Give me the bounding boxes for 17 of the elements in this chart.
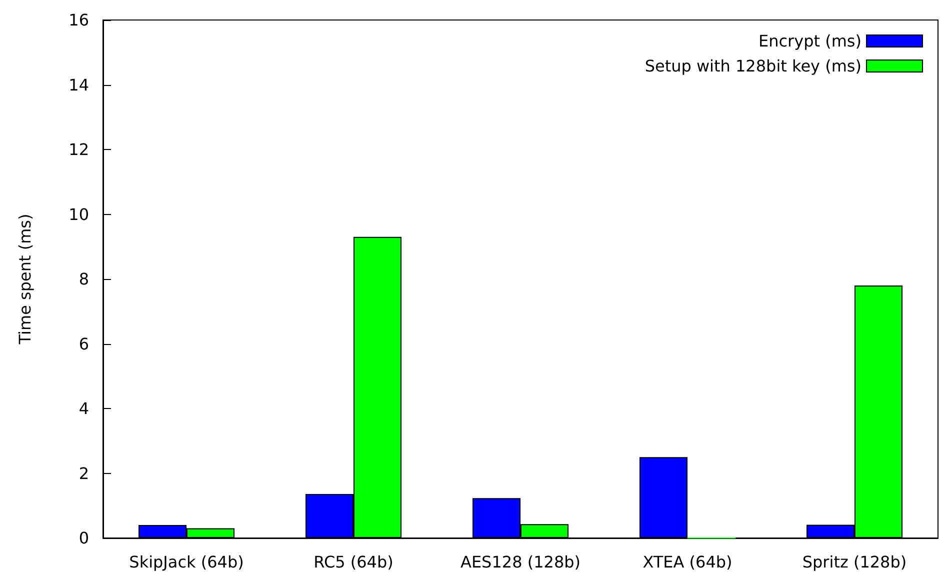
- y-axis-title: Time spent (ms): [16, 214, 34, 346]
- legend-label: Encrypt (ms): [758, 32, 862, 50]
- y-tick-label: 10: [68, 204, 89, 224]
- x-tick-label: XTEA (64b): [642, 552, 732, 572]
- y-tick-label: 2: [78, 464, 89, 483]
- x-tick-label: AES128 (128b): [460, 552, 581, 572]
- y-tick-label: 6: [78, 334, 89, 354]
- y-tick-label: 14: [68, 75, 89, 94]
- legend-label: Setup with 128bit key (ms): [644, 56, 862, 76]
- y-tick-label: 12: [68, 140, 89, 159]
- x-tick-label: Spritz (128b): [802, 552, 907, 572]
- y-tick-label: 16: [68, 10, 89, 30]
- x-tick-label: RC5 (64b): [314, 552, 394, 572]
- y-tick-label: 4: [78, 399, 89, 418]
- x-tick-label: SkipJack (64b): [129, 552, 244, 572]
- y-tick-label: 0: [78, 528, 89, 548]
- y-tick-label: 8: [78, 270, 89, 288]
